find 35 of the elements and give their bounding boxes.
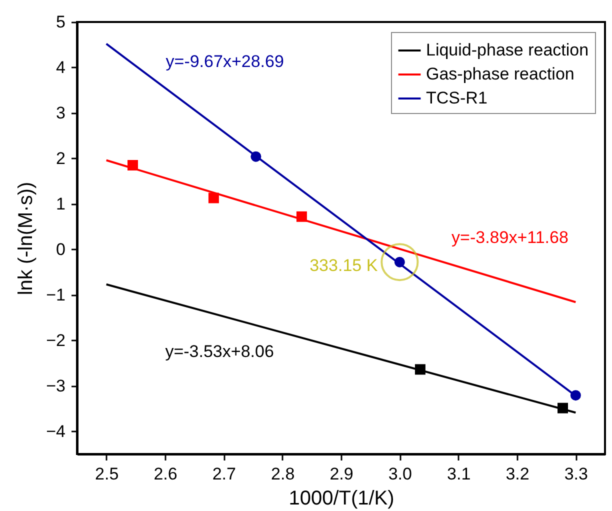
x-axis-title: 1000/T(1/K) [288,488,394,510]
x-tick-label: 3.2 [506,464,530,484]
point [127,160,138,170]
point [250,151,262,162]
x-tick-label: 3.3 [564,464,588,484]
annotation: y=-3.53x+8.06 [165,342,274,362]
y-axis-title: lnk (-ln(M·s)) [15,182,38,296]
legend-label: Gas-phase reaction [426,64,574,84]
legend-label: TCS-R1 [426,88,488,108]
annotation: y=-3.89x+11.68 [452,228,568,247]
x-tick-label: 2.8 [271,464,295,484]
point [414,364,426,375]
x-tick-label: 3.1 [447,464,471,484]
x-tick-label: 2.6 [154,464,178,484]
x-tick-label: 2.7 [212,464,236,484]
y-tick-label: 0 [56,240,66,259]
annotation: y=-9.67x+28.69 [166,52,284,72]
x-tick-label: 2.9 [330,464,354,484]
point [296,211,307,222]
point [558,402,568,414]
y-tick-label: −4 [46,422,66,441]
x-tick-label: 3.0 [388,464,412,484]
x-tick-label: 2.5 [95,464,119,484]
annotation: 333.15 K [310,256,378,276]
y-tick-label: 4 [56,58,66,77]
legend-label: Liquid-phase reaction [426,40,589,60]
point [570,390,581,401]
y-tick-label: 2 [56,148,66,168]
y-tick-label: 3 [56,103,66,122]
y-tick-label: −3 [46,376,66,396]
point [208,192,219,204]
y-tick-label: −2 [46,330,66,350]
y-tick-label: 1 [56,194,66,214]
y-tick-label: 5 [56,12,66,32]
y-tick-label: −1 [46,285,66,304]
